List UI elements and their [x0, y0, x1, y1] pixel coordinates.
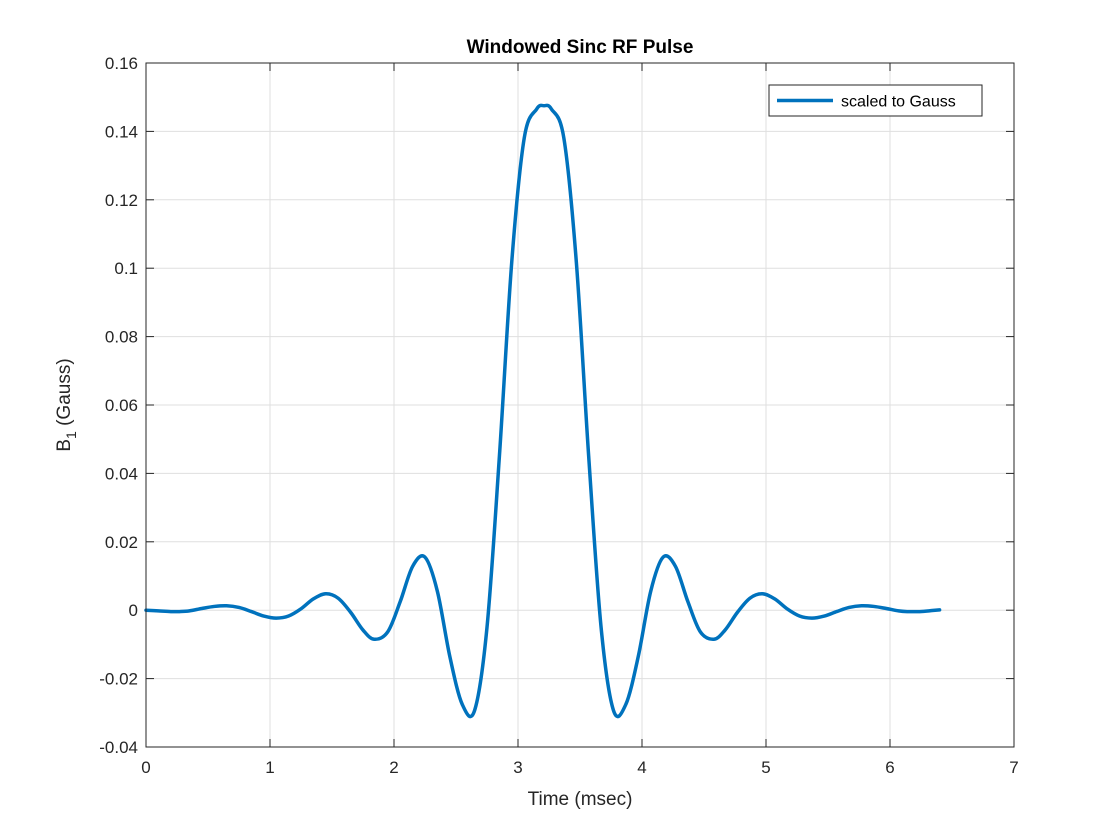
x-tick-label: 3	[513, 758, 522, 777]
y-tick-label: 0.06	[105, 396, 138, 415]
legend: scaled to Gauss	[768, 84, 983, 117]
y-tick-label: 0.02	[105, 533, 138, 552]
y-tick-label: 0	[129, 601, 138, 620]
axes-box	[145, 62, 1015, 748]
y-axis-label-base: B	[54, 439, 75, 452]
y-axis-label-subscript: 1	[63, 431, 79, 439]
y-tick-label: 0.16	[105, 54, 138, 73]
y-tick-label: -0.02	[99, 670, 138, 689]
y-tick-label: 0.12	[105, 191, 138, 210]
x-tick-label: 5	[761, 758, 770, 777]
x-tick-label: 4	[637, 758, 646, 777]
series-line-0	[144, 103, 942, 719]
y-tick-label: 0.14	[105, 122, 138, 141]
x-tick-label: 6	[885, 758, 894, 777]
x-tick-label: 1	[265, 758, 274, 777]
x-tick-label: 2	[389, 758, 398, 777]
y-axis-label-unit: (Gauss)	[54, 358, 75, 431]
y-tick-label: 0.04	[105, 464, 138, 483]
y-tick-label: -0.04	[99, 738, 138, 757]
x-tick-label: 7	[1009, 758, 1018, 777]
x-axis-label: Time (msec)	[528, 789, 633, 810]
x-tick-labels: 0 1 2 3 4 5 6 7	[141, 758, 1018, 777]
x-tick-label: 0	[141, 758, 150, 777]
chart-title: Windowed Sinc RF Pulse	[467, 37, 694, 58]
legend-entry-label: scaled to Gauss	[841, 94, 956, 111]
y-tick-labels: -0.04 -0.02 0 0.02 0.04 0.06 0.08 0.1 0.12 0.14 0.…	[99, 54, 138, 757]
series-layer	[144, 103, 942, 719]
y-tick-label: 0.08	[105, 328, 138, 347]
y-tick-label: 0.1	[114, 259, 138, 278]
y-axis-label: B1 (Gauss)	[54, 358, 79, 451]
